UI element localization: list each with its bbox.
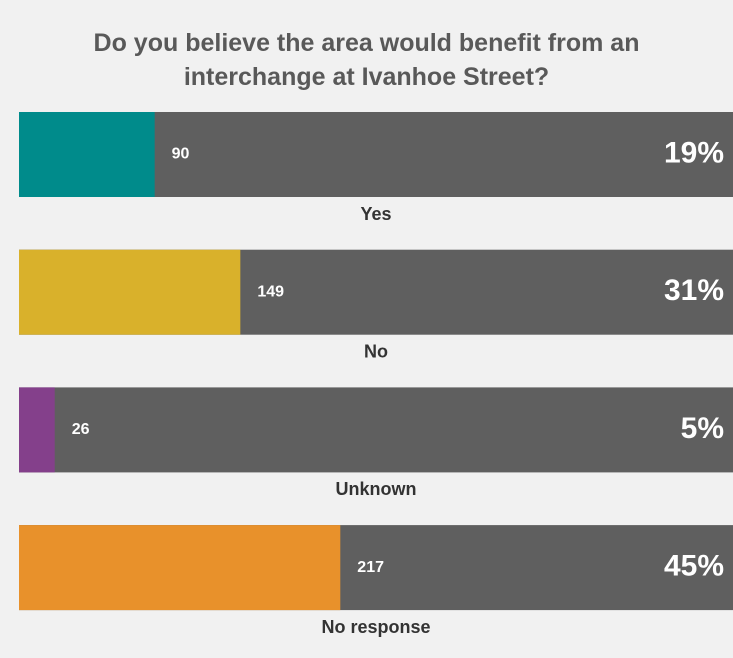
count-label: 90	[172, 146, 190, 163]
count-label: 149	[257, 283, 284, 300]
bar	[19, 387, 55, 473]
count-label: 217	[357, 559, 384, 576]
bar	[19, 525, 341, 611]
bar	[19, 249, 241, 335]
percent-label: 5%	[681, 412, 724, 445]
count-label: 26	[72, 421, 90, 438]
chart-title: Do you believe the area would benefit fr…	[93, 29, 640, 91]
bar-track	[19, 387, 733, 473]
category-label: Unknown	[336, 479, 417, 499]
category-label: No response	[321, 617, 430, 637]
percent-label: 45%	[664, 550, 724, 583]
percent-label: 19%	[664, 136, 724, 169]
category-label: No	[364, 341, 388, 361]
category-label: Yes	[360, 204, 391, 224]
bar	[19, 112, 155, 197]
percent-label: 31%	[664, 274, 724, 307]
